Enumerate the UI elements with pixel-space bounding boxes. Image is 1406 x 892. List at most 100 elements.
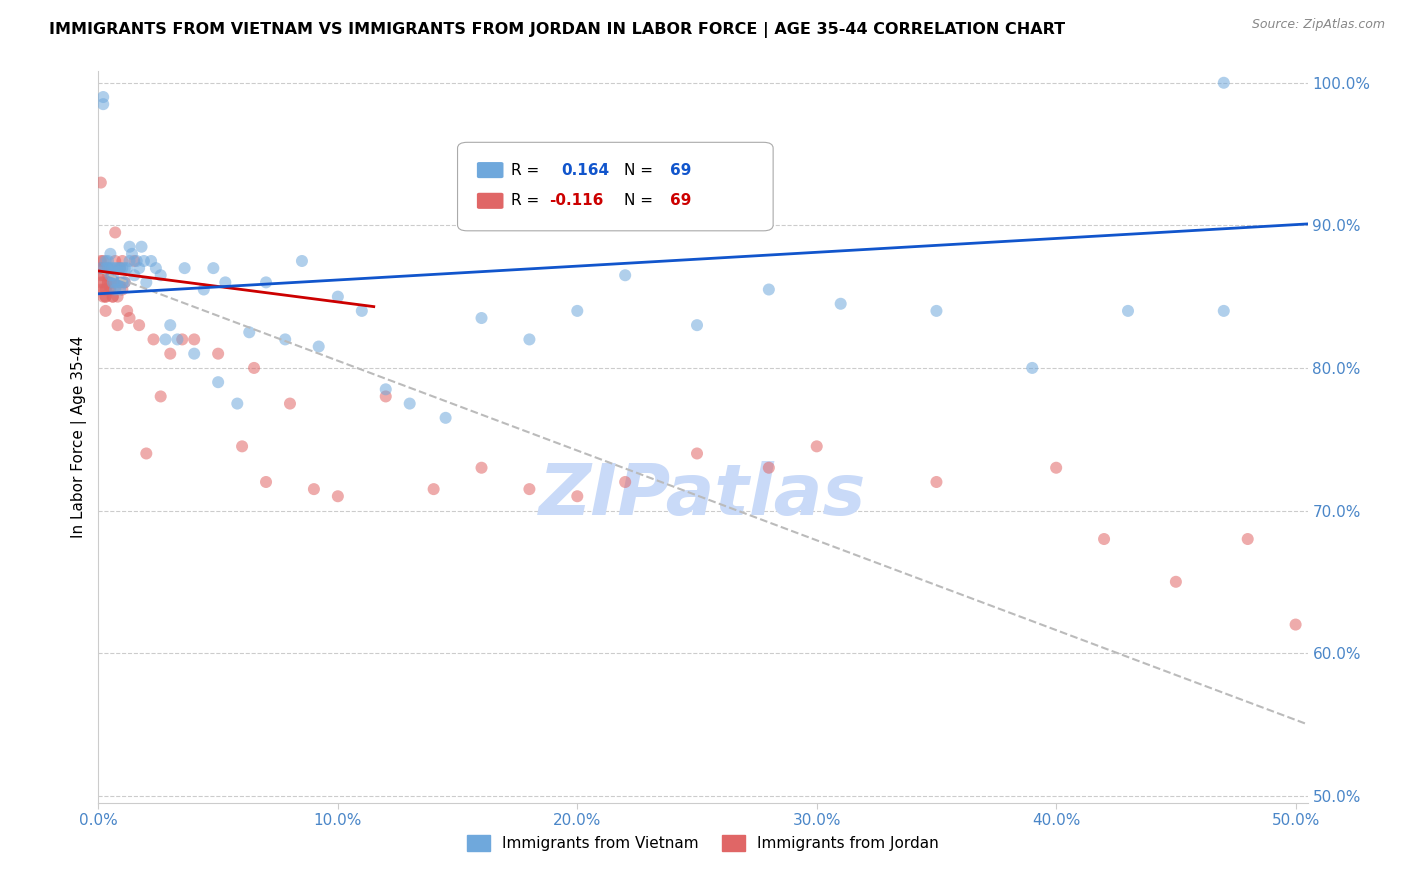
Point xyxy=(614,475,637,489)
Point xyxy=(567,304,589,318)
Point xyxy=(567,489,589,503)
Point xyxy=(94,254,117,268)
Point xyxy=(172,333,194,347)
Point xyxy=(97,261,120,276)
Point xyxy=(101,290,124,304)
Point xyxy=(1284,617,1306,632)
Point xyxy=(90,276,112,290)
Point xyxy=(90,261,112,276)
Point xyxy=(91,283,114,297)
Point xyxy=(374,389,396,403)
Point xyxy=(1164,574,1187,589)
Text: 69: 69 xyxy=(671,162,692,178)
Point xyxy=(97,276,120,290)
Point xyxy=(104,283,127,297)
Point xyxy=(1212,76,1234,90)
Point xyxy=(202,261,225,276)
Point xyxy=(100,283,122,297)
Point xyxy=(758,460,780,475)
Point xyxy=(830,297,852,311)
Point xyxy=(101,290,124,304)
Text: Source: ZipAtlas.com: Source: ZipAtlas.com xyxy=(1251,18,1385,31)
Point xyxy=(91,276,114,290)
Point xyxy=(173,261,195,276)
Point xyxy=(470,311,492,326)
Text: 0.164: 0.164 xyxy=(561,162,610,178)
Point xyxy=(108,261,131,276)
Point xyxy=(139,254,162,268)
Point xyxy=(91,268,114,283)
Point xyxy=(91,97,114,112)
Point xyxy=(90,268,112,283)
Point xyxy=(1092,532,1115,546)
Text: IMMIGRANTS FROM VIETNAM VS IMMIGRANTS FROM JORDAN IN LABOR FORCE | AGE 35-44 COR: IMMIGRANTS FROM VIETNAM VS IMMIGRANTS FR… xyxy=(49,22,1066,38)
Point xyxy=(434,410,457,425)
Point xyxy=(278,396,301,410)
Point xyxy=(90,283,112,297)
Point xyxy=(806,439,828,453)
Point xyxy=(1045,460,1067,475)
Legend: Immigrants from Vietnam, Immigrants from Jordan: Immigrants from Vietnam, Immigrants from… xyxy=(461,830,945,857)
FancyBboxPatch shape xyxy=(477,193,503,209)
Point xyxy=(111,283,134,297)
Point xyxy=(100,247,122,261)
Point xyxy=(94,261,117,276)
Point xyxy=(94,283,117,297)
Point xyxy=(686,446,709,460)
Point xyxy=(214,276,236,290)
Point xyxy=(135,446,157,460)
Point xyxy=(758,283,780,297)
Point xyxy=(108,283,131,297)
Point xyxy=(326,489,349,503)
Point xyxy=(101,261,124,276)
Point xyxy=(94,290,117,304)
Point xyxy=(91,290,114,304)
Point xyxy=(274,333,297,347)
Point xyxy=(107,318,129,333)
Point xyxy=(114,276,136,290)
Point xyxy=(111,261,134,276)
Point xyxy=(350,304,373,318)
Text: 69: 69 xyxy=(671,194,692,209)
Point xyxy=(470,460,492,475)
Point xyxy=(101,268,124,283)
Text: N =: N = xyxy=(624,162,658,178)
Point xyxy=(91,261,114,276)
Point xyxy=(1212,304,1234,318)
Point xyxy=(121,247,143,261)
Point xyxy=(519,482,541,496)
Point xyxy=(326,290,349,304)
Point xyxy=(111,254,134,268)
Point xyxy=(104,226,127,240)
Point xyxy=(238,326,260,340)
Point xyxy=(132,254,155,268)
Point xyxy=(183,333,205,347)
Point xyxy=(101,276,124,290)
Point xyxy=(145,261,167,276)
FancyBboxPatch shape xyxy=(457,143,773,231)
Point xyxy=(231,439,253,453)
Point xyxy=(254,276,277,290)
Point xyxy=(226,396,249,410)
Point xyxy=(1236,532,1258,546)
Point xyxy=(97,268,120,283)
Point xyxy=(207,375,229,389)
Point xyxy=(925,304,948,318)
Point xyxy=(108,261,131,276)
Point xyxy=(94,290,117,304)
Point xyxy=(114,276,136,290)
Point xyxy=(243,360,266,375)
FancyBboxPatch shape xyxy=(477,162,503,178)
Point xyxy=(118,240,141,254)
Point xyxy=(100,276,122,290)
Point xyxy=(100,268,122,283)
Point xyxy=(97,254,120,268)
Point xyxy=(118,311,141,326)
Text: N =: N = xyxy=(624,194,658,209)
Point xyxy=(166,333,188,347)
Point xyxy=(114,261,136,276)
Point xyxy=(149,389,172,403)
Point xyxy=(104,276,127,290)
Point xyxy=(398,396,420,410)
Point xyxy=(291,254,314,268)
